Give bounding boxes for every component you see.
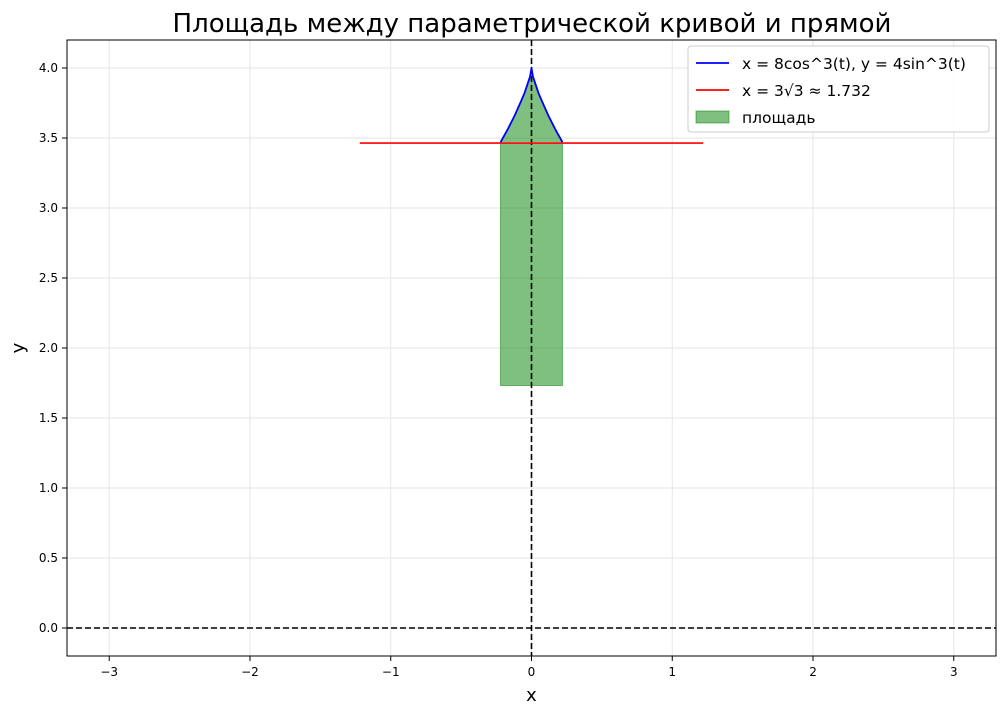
y-tick-label: 0.5 <box>39 551 58 565</box>
plot-area <box>67 40 996 656</box>
y-tick-label: 0.0 <box>39 621 58 635</box>
x-tick-label: −3 <box>100 665 118 679</box>
legend-entry-label: x = 3√3 ≈ 1.732 <box>742 82 871 100</box>
y-tick-label: 3.0 <box>39 201 58 215</box>
legend-entry-label: площадь <box>742 109 815 127</box>
legend-entry-label: x = 8cos^3(t), y = 4sin^3(t) <box>742 55 966 73</box>
y-axis-label: y <box>8 342 29 353</box>
series-curve-blue <box>499 67 564 143</box>
y-tick-label: 1.0 <box>39 481 58 495</box>
x-tick-label: −2 <box>241 665 259 679</box>
x-tick-label: 1 <box>668 665 676 679</box>
x-tick-label: 3 <box>950 665 958 679</box>
x-tick-label: 0 <box>528 665 536 679</box>
y-tick-label: 2.5 <box>39 271 58 285</box>
x-tick-label: 2 <box>809 665 817 679</box>
legend: x = 8cos^3(t), y = 4sin^3(t) x = 3√3 ≈ 1.… <box>687 45 990 133</box>
x-axis-label: x <box>526 685 537 706</box>
legend-box <box>687 45 990 133</box>
legend-swatch-area <box>695 110 730 124</box>
y-tick-label: 1.5 <box>39 411 58 425</box>
y-tick-label: 4.0 <box>39 61 58 75</box>
x-tick-label: −1 <box>382 665 400 679</box>
ticks: −3 −2 −1 0 1 2 3 0.0 0.5 1.0 1.5 2.0 2.5 3.0 3.5 4.0 <box>39 61 958 679</box>
y-tick-label: 3.5 <box>39 131 58 145</box>
chart-title: Площадь между параметрической кривой и п… <box>173 9 892 39</box>
y-tick-label: 2.0 <box>39 341 58 355</box>
